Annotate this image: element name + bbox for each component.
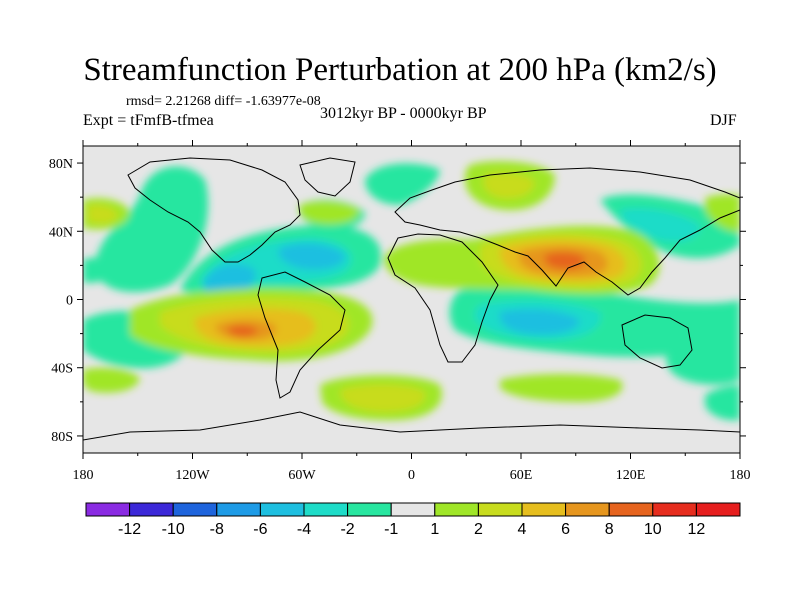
coastline-africa: [387, 233, 499, 363]
contour-pos: [299, 200, 360, 225]
contour-neg: [620, 208, 700, 242]
chart-title: Streamfunction Perturbation at 200 hPa (…: [83, 52, 717, 88]
lon-label: 0: [408, 468, 415, 483]
coastline-greenland: [299, 157, 356, 197]
lat-ticks: [77, 162, 746, 437]
contour-pos: [340, 384, 426, 412]
contour-pos: [83, 367, 140, 393]
lat-label: 40N: [49, 225, 73, 240]
contour-pos: [227, 325, 258, 337]
coastline-australia: [621, 314, 693, 369]
lon-label: 60W: [288, 468, 316, 483]
coastlines: [83, 157, 740, 441]
lat-label: 40S: [51, 362, 73, 377]
contour-neg: [83, 257, 115, 283]
contour-neg: [365, 163, 440, 205]
lon-label: 120W: [175, 468, 210, 483]
contour-pos: [500, 374, 623, 402]
coastline-north-america: [127, 157, 301, 263]
contour-neg: [499, 309, 580, 335]
experiment-label: Expt = tFmfB-tfmea: [83, 112, 214, 129]
coastline-antarctica: [83, 411, 740, 441]
anomaly-layer: [83, 161, 740, 421]
lon-label: 180: [730, 468, 751, 483]
season-label: DJF: [710, 112, 737, 129]
lon-labels: 180 120W 60W 0 60E 120E 180: [73, 468, 751, 483]
contour-pos: [88, 204, 118, 224]
lat-label: 0: [66, 294, 73, 309]
contour-neg: [203, 264, 256, 297]
contour-neg: [95, 166, 209, 293]
lat-labels: 80N 40N 0 40S 80S: [49, 157, 73, 445]
lon-label: 120E: [616, 468, 646, 483]
coastline-eurasia: [394, 167, 740, 296]
lat-label: 80S: [51, 430, 73, 445]
contour-neg: [705, 385, 740, 421]
contour-neg: [666, 344, 740, 385]
stats-label: rmsd= 2.21268 diff= -1.63977e-08: [126, 94, 321, 109]
contour-neg: [278, 243, 345, 270]
period-label: 3012kyr BP - 0000kyr BP: [320, 105, 487, 122]
coastline-south-america: [257, 271, 346, 399]
contour-pos: [483, 172, 535, 199]
lon-label: 180: [73, 468, 94, 483]
lon-label: 60E: [510, 468, 533, 483]
contour-pos: [705, 194, 740, 232]
lat-label: 80N: [49, 157, 73, 172]
lon-ticks: [82, 140, 741, 459]
